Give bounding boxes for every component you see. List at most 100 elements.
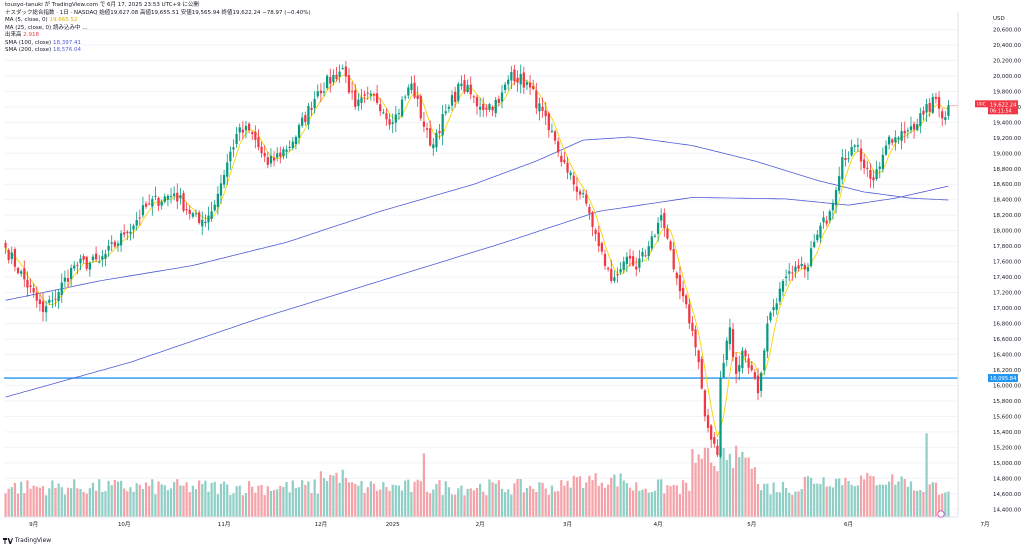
volume-bar: [10, 487, 13, 517]
volume-bar: [803, 476, 806, 517]
volume-bar: [672, 484, 675, 517]
x-tick-label: 7月: [981, 521, 990, 528]
candle-body: [450, 95, 454, 106]
volume-bar: [891, 474, 894, 517]
volume-bar: [341, 469, 344, 517]
volume-bar: [260, 484, 263, 517]
candle-body: [166, 195, 170, 200]
candle-body: [363, 94, 366, 96]
volume-bar: [850, 484, 853, 517]
candle-body: [76, 264, 79, 266]
volume-bar: [91, 482, 95, 517]
volume-bar: [688, 490, 691, 517]
volume-bar: [319, 471, 323, 517]
volume-bar: [332, 475, 335, 517]
candle-body: [400, 99, 404, 117]
candle-body: [775, 303, 778, 310]
volume-bar: [173, 482, 176, 517]
y-tick-label: 17,800.00: [993, 244, 1021, 250]
candle-body: [388, 119, 391, 125]
indicator-ma5[interactable]: MA (5, close, 0) 19,665.52: [5, 17, 78, 23]
candle-body: [179, 195, 182, 199]
candle-body: [469, 84, 472, 95]
volume-bar: [809, 477, 813, 517]
candle-body: [279, 152, 282, 157]
candle-body: [753, 372, 756, 379]
volume-bar: [419, 481, 422, 517]
volume-bar: [338, 482, 341, 517]
volume-bar: [656, 479, 660, 517]
candle-body: [457, 83, 460, 101]
volume-bar: [731, 467, 735, 517]
tradingview-logo-icon: [3, 537, 13, 544]
volume-bar: [594, 473, 597, 517]
candle-body: [88, 262, 91, 270]
candle-body: [10, 252, 13, 259]
volume-bar: [60, 487, 63, 517]
candle-body: [254, 131, 257, 140]
candle-body: [703, 390, 707, 417]
candle-body: [157, 197, 160, 206]
candle-body: [404, 96, 407, 98]
replay-icon[interactable]: [937, 510, 945, 518]
volume-bar: [841, 485, 844, 517]
volume-bar: [788, 492, 791, 517]
candle-body: [934, 97, 938, 100]
volume-bar: [169, 488, 173, 517]
candle-body: [488, 104, 491, 110]
candle-body: [304, 115, 307, 122]
volume-bar: [457, 488, 460, 517]
candle-body: [569, 172, 572, 176]
candle-body: [700, 358, 703, 389]
volume-bar: [326, 481, 329, 517]
volume-bar: [819, 484, 822, 517]
candle-body: [610, 269, 613, 281]
volume-bar: [441, 494, 444, 517]
volume-bar: [553, 491, 557, 517]
volume-bar: [251, 486, 254, 517]
volume-bar: [644, 488, 647, 517]
candle-body: [101, 256, 104, 260]
candle-body: [182, 193, 185, 211]
volume-bar: [813, 483, 816, 517]
volume-bar: [132, 491, 135, 517]
candle-body: [116, 243, 120, 246]
candle-body: [291, 141, 294, 149]
price-axis-panel: [958, 0, 1024, 546]
candle-body: [441, 114, 444, 136]
volume-bar: [582, 488, 585, 517]
candle-body: [107, 245, 110, 251]
volume-bar: [607, 484, 610, 517]
candle-body: [731, 329, 735, 358]
candle-body: [631, 256, 635, 266]
candle-body: [454, 91, 457, 102]
indicator-ma25[interactable]: MA (25, close, 0) 読み込み中 ...: [5, 24, 88, 31]
candle-body: [413, 82, 416, 98]
candle-body: [204, 221, 207, 224]
volume-bar: [478, 483, 482, 517]
volume-bar: [528, 485, 532, 517]
candle-body: [266, 157, 269, 165]
candle-body: [310, 107, 313, 110]
volume-bar: [29, 488, 32, 517]
candle-body: [85, 256, 88, 269]
indicator-volume[interactable]: 出来高 2.918: [5, 32, 40, 38]
candle-body: [207, 215, 210, 223]
volume-bar: [126, 491, 129, 517]
publish-info: tousyo-tanuki が TradingView.com で 6月 17,…: [5, 2, 199, 8]
candle-body: [725, 340, 728, 361]
candle-body: [641, 251, 644, 257]
indicator-sma200[interactable]: SMA (200, close) 18,576.04: [5, 47, 81, 53]
volume-bar: [947, 491, 950, 517]
candle-body: [750, 365, 753, 370]
volume-bar: [560, 480, 563, 517]
candle-body: [41, 301, 45, 312]
volume-bar: [578, 476, 582, 517]
volume-bar: [922, 491, 925, 517]
indicator-sma100[interactable]: SMA (100, close) 18,397.41: [5, 39, 81, 46]
candle-body: [884, 145, 888, 155]
candle-body: [903, 130, 906, 134]
candle-body: [519, 73, 522, 85]
volume-bar: [613, 474, 616, 517]
